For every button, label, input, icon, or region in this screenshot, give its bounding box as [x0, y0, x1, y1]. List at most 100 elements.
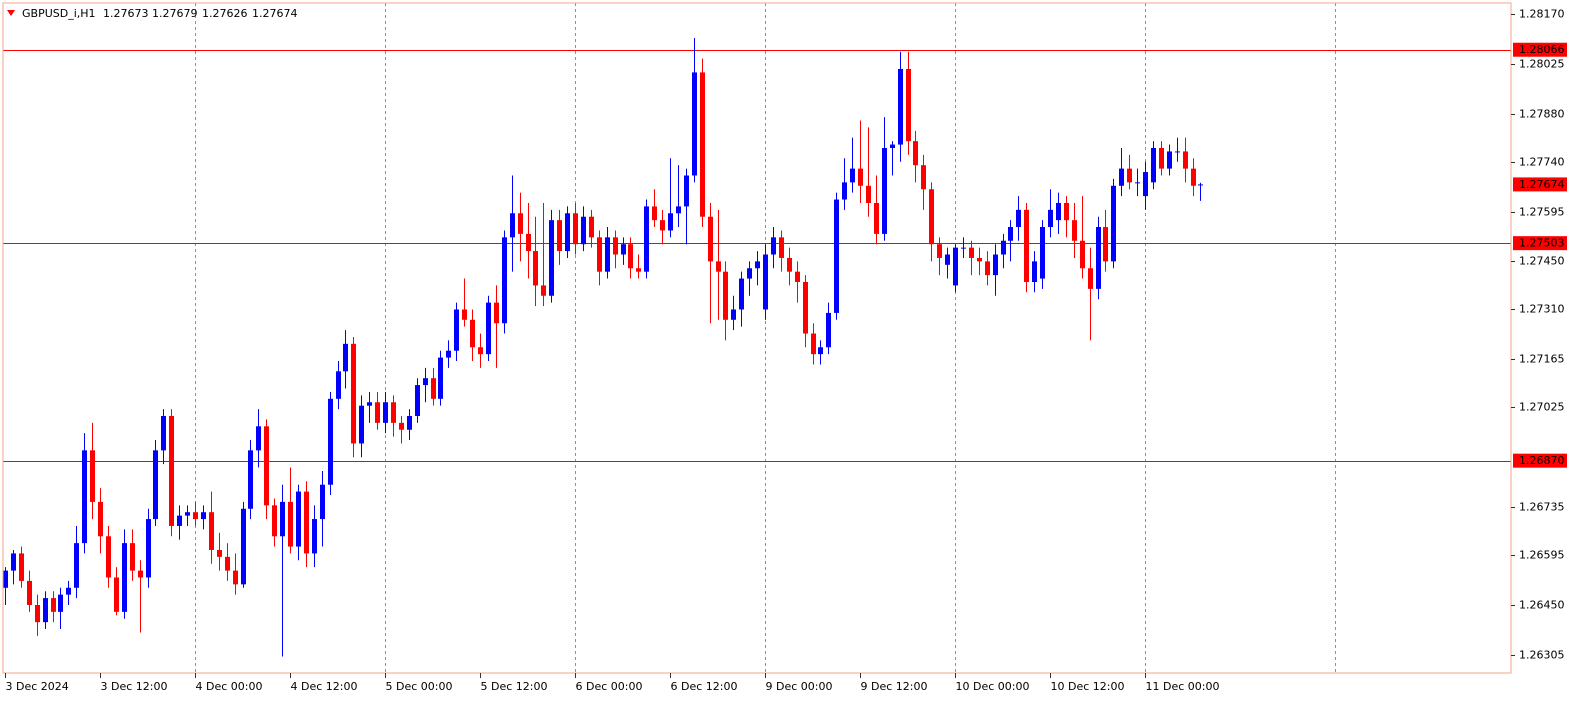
candle-body [351, 343, 356, 444]
candle-body [747, 268, 752, 279]
candle-body [27, 580, 32, 605]
header-high: 1.27679 [152, 7, 198, 20]
candle-body [818, 347, 823, 355]
candle-body [304, 491, 309, 554]
candle-body [549, 220, 554, 296]
candle-body [256, 426, 261, 451]
candle-body [716, 261, 721, 272]
candle-body [803, 281, 808, 334]
candle-body [51, 598, 56, 612]
candle-body [1135, 182, 1140, 184]
candle-body [771, 237, 776, 255]
current-price-label: 1.27674 [1519, 178, 1565, 191]
candle-body [138, 570, 143, 578]
candle-body [652, 206, 657, 221]
candle-body [787, 257, 792, 272]
header-close: 1.27674 [252, 7, 298, 20]
candle-body [288, 501, 293, 547]
candle-body [723, 271, 728, 320]
candle-body [225, 556, 230, 571]
y-tick-label: 1.26735 [1519, 501, 1565, 514]
candle-body [1016, 209, 1021, 228]
candle-body [431, 378, 436, 399]
candle-body [1024, 209, 1029, 282]
candle-body [977, 257, 982, 262]
candle-body [90, 450, 95, 502]
candle-body [153, 450, 158, 520]
candle-body [106, 536, 111, 578]
candle-body [811, 333, 816, 355]
candle-body [700, 72, 705, 217]
candle-body [98, 501, 103, 537]
candle-body [1143, 172, 1148, 197]
candle-body [1151, 147, 1156, 183]
candle-body [763, 254, 768, 310]
candle-body [1001, 240, 1006, 255]
candle-body [708, 216, 713, 262]
y-tick-label: 1.27450 [1519, 255, 1565, 268]
candle-body [660, 220, 665, 231]
h-line-price-label: 1.27503 [1519, 237, 1565, 250]
candle-body [328, 398, 333, 485]
candle-body [874, 202, 879, 234]
candle-body [945, 254, 950, 265]
candle-body [264, 426, 269, 506]
candle-body [676, 206, 681, 214]
candle-body [193, 512, 198, 520]
candle-body [359, 405, 364, 444]
x-tick-label: 10 Dec 12:00 [1051, 680, 1125, 693]
candle-body [454, 309, 459, 351]
candle-body [1064, 202, 1069, 221]
candle-body [1032, 261, 1037, 282]
candle-body [621, 244, 626, 255]
candle-body [969, 247, 974, 258]
candle-body [1040, 227, 1045, 279]
candle-body [399, 422, 404, 430]
candle-body [1088, 268, 1093, 289]
candle-body [1127, 168, 1132, 183]
candle-body [541, 285, 546, 296]
candle-body [1072, 220, 1077, 241]
candle-body [177, 515, 182, 526]
candle-body [898, 68, 903, 145]
candle-body [312, 519, 317, 554]
candle-body [248, 450, 253, 509]
candle-body [1048, 209, 1053, 228]
candle-body [882, 147, 887, 234]
h-line-price-label: 1.28066 [1519, 43, 1565, 56]
candle-body [375, 402, 380, 423]
candle-body [280, 501, 285, 537]
candle-body [1191, 168, 1196, 186]
candle-body [35, 604, 40, 623]
candle-body [161, 415, 166, 451]
header-low: 1.27626 [202, 7, 248, 20]
candle-body [3, 570, 8, 588]
candle-body [407, 415, 412, 430]
candle-body [320, 484, 325, 520]
candle-body [470, 319, 475, 348]
candle-body [66, 587, 71, 595]
y-tick-label: 1.27165 [1519, 353, 1565, 366]
candle-body [929, 189, 934, 245]
x-tick-label: 5 Dec 12:00 [481, 680, 548, 693]
candle-body [217, 549, 222, 557]
candle-body [438, 357, 443, 399]
y-tick-label: 1.27310 [1519, 303, 1565, 316]
candle-body [533, 251, 538, 286]
axes-layer: 1.28170 1.28025 1.27880 1.27740 1.27595 1.274… [2, 2, 1567, 693]
candle-body [684, 175, 689, 207]
candle-body [1111, 185, 1116, 262]
h-line-price-box [1513, 236, 1567, 251]
candle-body [130, 543, 135, 571]
header-arrow[interactable] [7, 10, 15, 16]
candle-body [1008, 227, 1013, 241]
x-tick-label: 6 Dec 00:00 [576, 680, 643, 693]
candle-body [993, 254, 998, 276]
candle-body [668, 213, 673, 231]
candle-body [605, 237, 610, 272]
candle-body [1056, 202, 1061, 221]
candle-body [953, 247, 958, 286]
